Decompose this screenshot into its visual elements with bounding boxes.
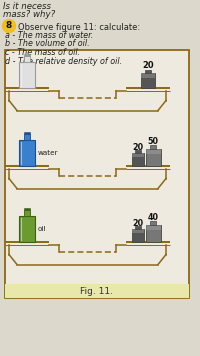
Bar: [19, 140, 35, 166]
Text: 8: 8: [6, 21, 12, 31]
Bar: [24, 56, 30, 62]
Bar: [24, 54, 30, 56]
Text: Is it necess: Is it necess: [3, 2, 51, 11]
Bar: [146, 225, 160, 242]
Text: d - The relative density of oil.: d - The relative density of oil.: [5, 57, 122, 66]
Text: water: water: [38, 150, 59, 156]
Bar: [132, 229, 144, 242]
Bar: [135, 150, 141, 153]
Bar: [135, 226, 141, 229]
Text: 50: 50: [148, 136, 158, 146]
Text: Fig. 11.: Fig. 11.: [80, 287, 114, 295]
Bar: [145, 70, 151, 73]
Text: oil: oil: [38, 226, 46, 232]
Bar: [5, 284, 189, 298]
Bar: [150, 221, 156, 225]
Bar: [146, 149, 160, 166]
Bar: [150, 145, 156, 149]
Bar: [132, 229, 144, 233]
Bar: [5, 50, 189, 298]
Text: 20: 20: [142, 61, 154, 69]
Text: 40: 40: [148, 213, 158, 221]
Text: Observe figure 11: calculate:: Observe figure 11: calculate:: [18, 23, 140, 32]
Bar: [132, 153, 144, 166]
Bar: [24, 134, 30, 140]
Text: b - The volume of oil.: b - The volume of oil.: [5, 40, 90, 48]
Bar: [132, 153, 144, 157]
Circle shape: [2, 20, 16, 32]
Bar: [146, 149, 160, 154]
Text: a - The mass of water.: a - The mass of water.: [5, 31, 93, 40]
Text: c - The mass of oil.: c - The mass of oil.: [5, 48, 80, 57]
Text: 20: 20: [132, 219, 144, 227]
Text: 20: 20: [132, 142, 144, 152]
Bar: [24, 208, 30, 210]
Bar: [24, 132, 30, 134]
Bar: [141, 73, 155, 78]
Bar: [24, 210, 30, 216]
Bar: [146, 225, 160, 230]
Bar: [141, 73, 155, 88]
Bar: [19, 216, 35, 242]
Text: mass? why?: mass? why?: [3, 10, 55, 19]
Bar: [19, 62, 35, 88]
